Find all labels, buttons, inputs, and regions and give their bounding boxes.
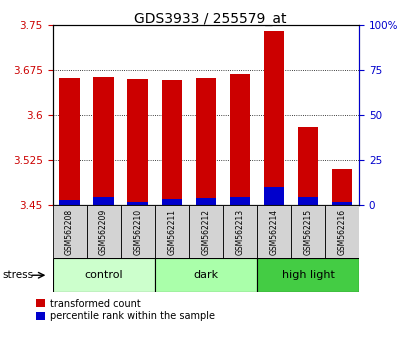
Bar [264, 31, 284, 205]
Bar [93, 197, 114, 205]
Bar [121, 205, 155, 258]
Text: GSM562215: GSM562215 [304, 209, 312, 255]
Bar [52, 205, 87, 258]
Bar [189, 205, 223, 258]
Text: high light: high light [281, 270, 334, 280]
Bar [264, 187, 284, 205]
Text: GSM562211: GSM562211 [167, 209, 176, 255]
Text: GSM562210: GSM562210 [133, 209, 142, 255]
Text: GSM562212: GSM562212 [201, 209, 210, 255]
Bar [93, 77, 114, 205]
Bar [59, 200, 80, 205]
Bar [162, 80, 182, 205]
Bar [155, 258, 257, 292]
Bar [223, 205, 257, 258]
Bar [325, 205, 359, 258]
Legend: transformed count, percentile rank within the sample: transformed count, percentile rank withi… [37, 299, 215, 321]
Bar [230, 197, 250, 205]
Bar [155, 205, 189, 258]
Bar [127, 79, 148, 205]
Text: GDS3933 / 255579_at: GDS3933 / 255579_at [134, 12, 286, 27]
Bar [298, 127, 318, 205]
Bar [257, 205, 291, 258]
Bar [230, 74, 250, 205]
Bar [332, 202, 352, 205]
Bar [59, 78, 80, 205]
Bar [257, 258, 359, 292]
Bar [196, 78, 216, 205]
Text: stress: stress [2, 270, 33, 280]
Text: dark: dark [193, 270, 218, 280]
Bar [52, 258, 155, 292]
Text: GSM562208: GSM562208 [65, 209, 74, 255]
Bar [298, 197, 318, 205]
Bar [127, 202, 148, 205]
Text: GSM562214: GSM562214 [270, 209, 278, 255]
Bar [162, 199, 182, 205]
Text: control: control [84, 270, 123, 280]
Bar [87, 205, 121, 258]
Text: GSM562213: GSM562213 [235, 209, 244, 255]
Bar [332, 169, 352, 205]
Text: GSM562209: GSM562209 [99, 209, 108, 255]
Bar [291, 205, 325, 258]
Bar [196, 198, 216, 205]
Text: GSM562216: GSM562216 [338, 209, 346, 255]
